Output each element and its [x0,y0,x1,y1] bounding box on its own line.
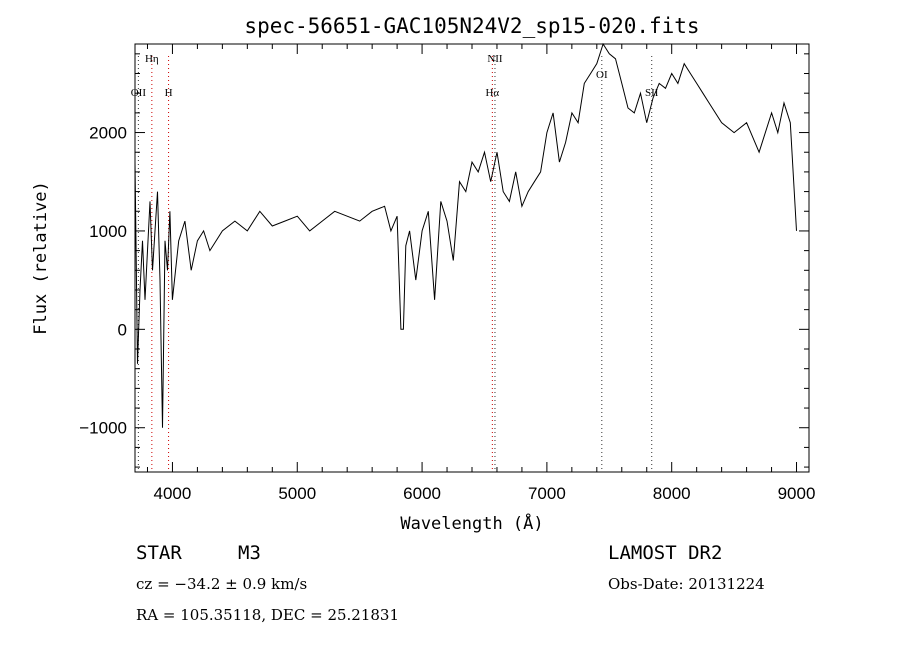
line-marker-label: OI [596,69,608,81]
spectrum-line [134,42,797,428]
x-tick-label: 8000 [653,484,691,503]
x-tick-label: 6000 [403,484,441,503]
object-subclass: M3 [238,542,261,564]
obs-date-text: Obs-Date: 20131224 [608,575,765,593]
object-class: STAR [136,542,182,564]
line-marker-label: NII [487,53,503,65]
x-tick-label: 7000 [528,484,566,503]
y-tick-label: 2000 [89,124,127,143]
line-marker-label: Hη [145,53,159,65]
line-marker-label: H [165,87,173,99]
x-tick-label: 5000 [278,484,316,503]
x-axis-label: Wavelength (Å) [400,512,543,534]
y-axis-ticks: −1000 0 1000 2000 [79,53,809,468]
chart-title: spec-56651-GAC105N24V2_sp15-020.fits [244,14,699,38]
line-marker-label: SII [645,87,659,99]
y-tick-label: 0 [118,320,127,339]
survey-name: LAMOST DR2 [608,542,722,564]
x-tick-label: 9000 [778,484,816,503]
x-axis-ticks: 4000 5000 6000 7000 8000 9000 [146,44,816,503]
y-tick-label: 1000 [89,222,127,241]
coordinates-text: RA = 105.35118, DEC = 25.21831 [136,606,399,624]
y-axis-label: Flux (relative) [31,181,51,335]
plot-frame [134,43,810,473]
y-tick-label: −1000 [79,419,127,438]
line-marker-label: Hα [485,87,499,99]
x-tick-label: 4000 [154,484,192,503]
velocity-text: cz = −34.2 ± 0.9 km/s [136,575,307,593]
